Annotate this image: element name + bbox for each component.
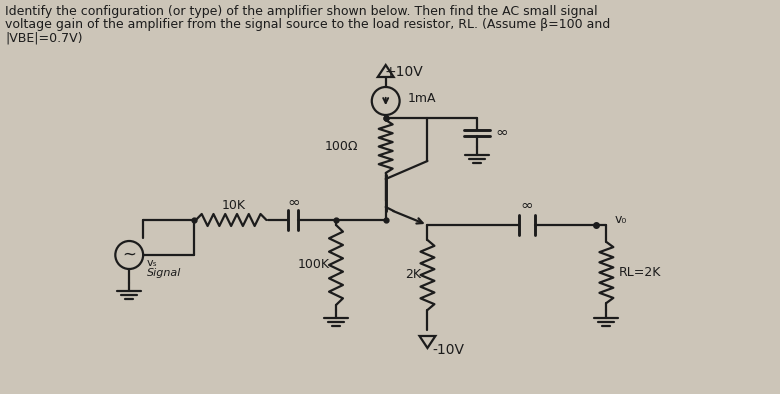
- Text: |VBE|=0.7V): |VBE|=0.7V): [5, 31, 83, 44]
- Text: 100K: 100K: [298, 258, 330, 271]
- Text: ∞: ∞: [520, 197, 534, 212]
- Text: Signal: Signal: [147, 268, 182, 278]
- Text: ∞: ∞: [495, 125, 508, 139]
- Text: 2K: 2K: [406, 268, 421, 281]
- Text: +10V: +10V: [385, 65, 423, 79]
- Text: ∞: ∞: [287, 195, 300, 210]
- Text: v₀: v₀: [615, 212, 626, 225]
- Text: 10K: 10K: [222, 199, 246, 212]
- Text: 1mA: 1mA: [408, 91, 436, 104]
- Text: -10V: -10V: [432, 343, 464, 357]
- Text: ~: ~: [122, 246, 136, 264]
- Text: 100Ω: 100Ω: [324, 140, 358, 153]
- Text: RL=2K: RL=2K: [619, 266, 661, 279]
- Text: vₛ: vₛ: [147, 258, 158, 268]
- Text: Identify the configuration (or type) of the amplifier shown below. Then find the: Identify the configuration (or type) of …: [5, 5, 597, 18]
- Text: voltage gain of the amplifier from the signal source to the load resistor, RL. (: voltage gain of the amplifier from the s…: [5, 18, 610, 31]
